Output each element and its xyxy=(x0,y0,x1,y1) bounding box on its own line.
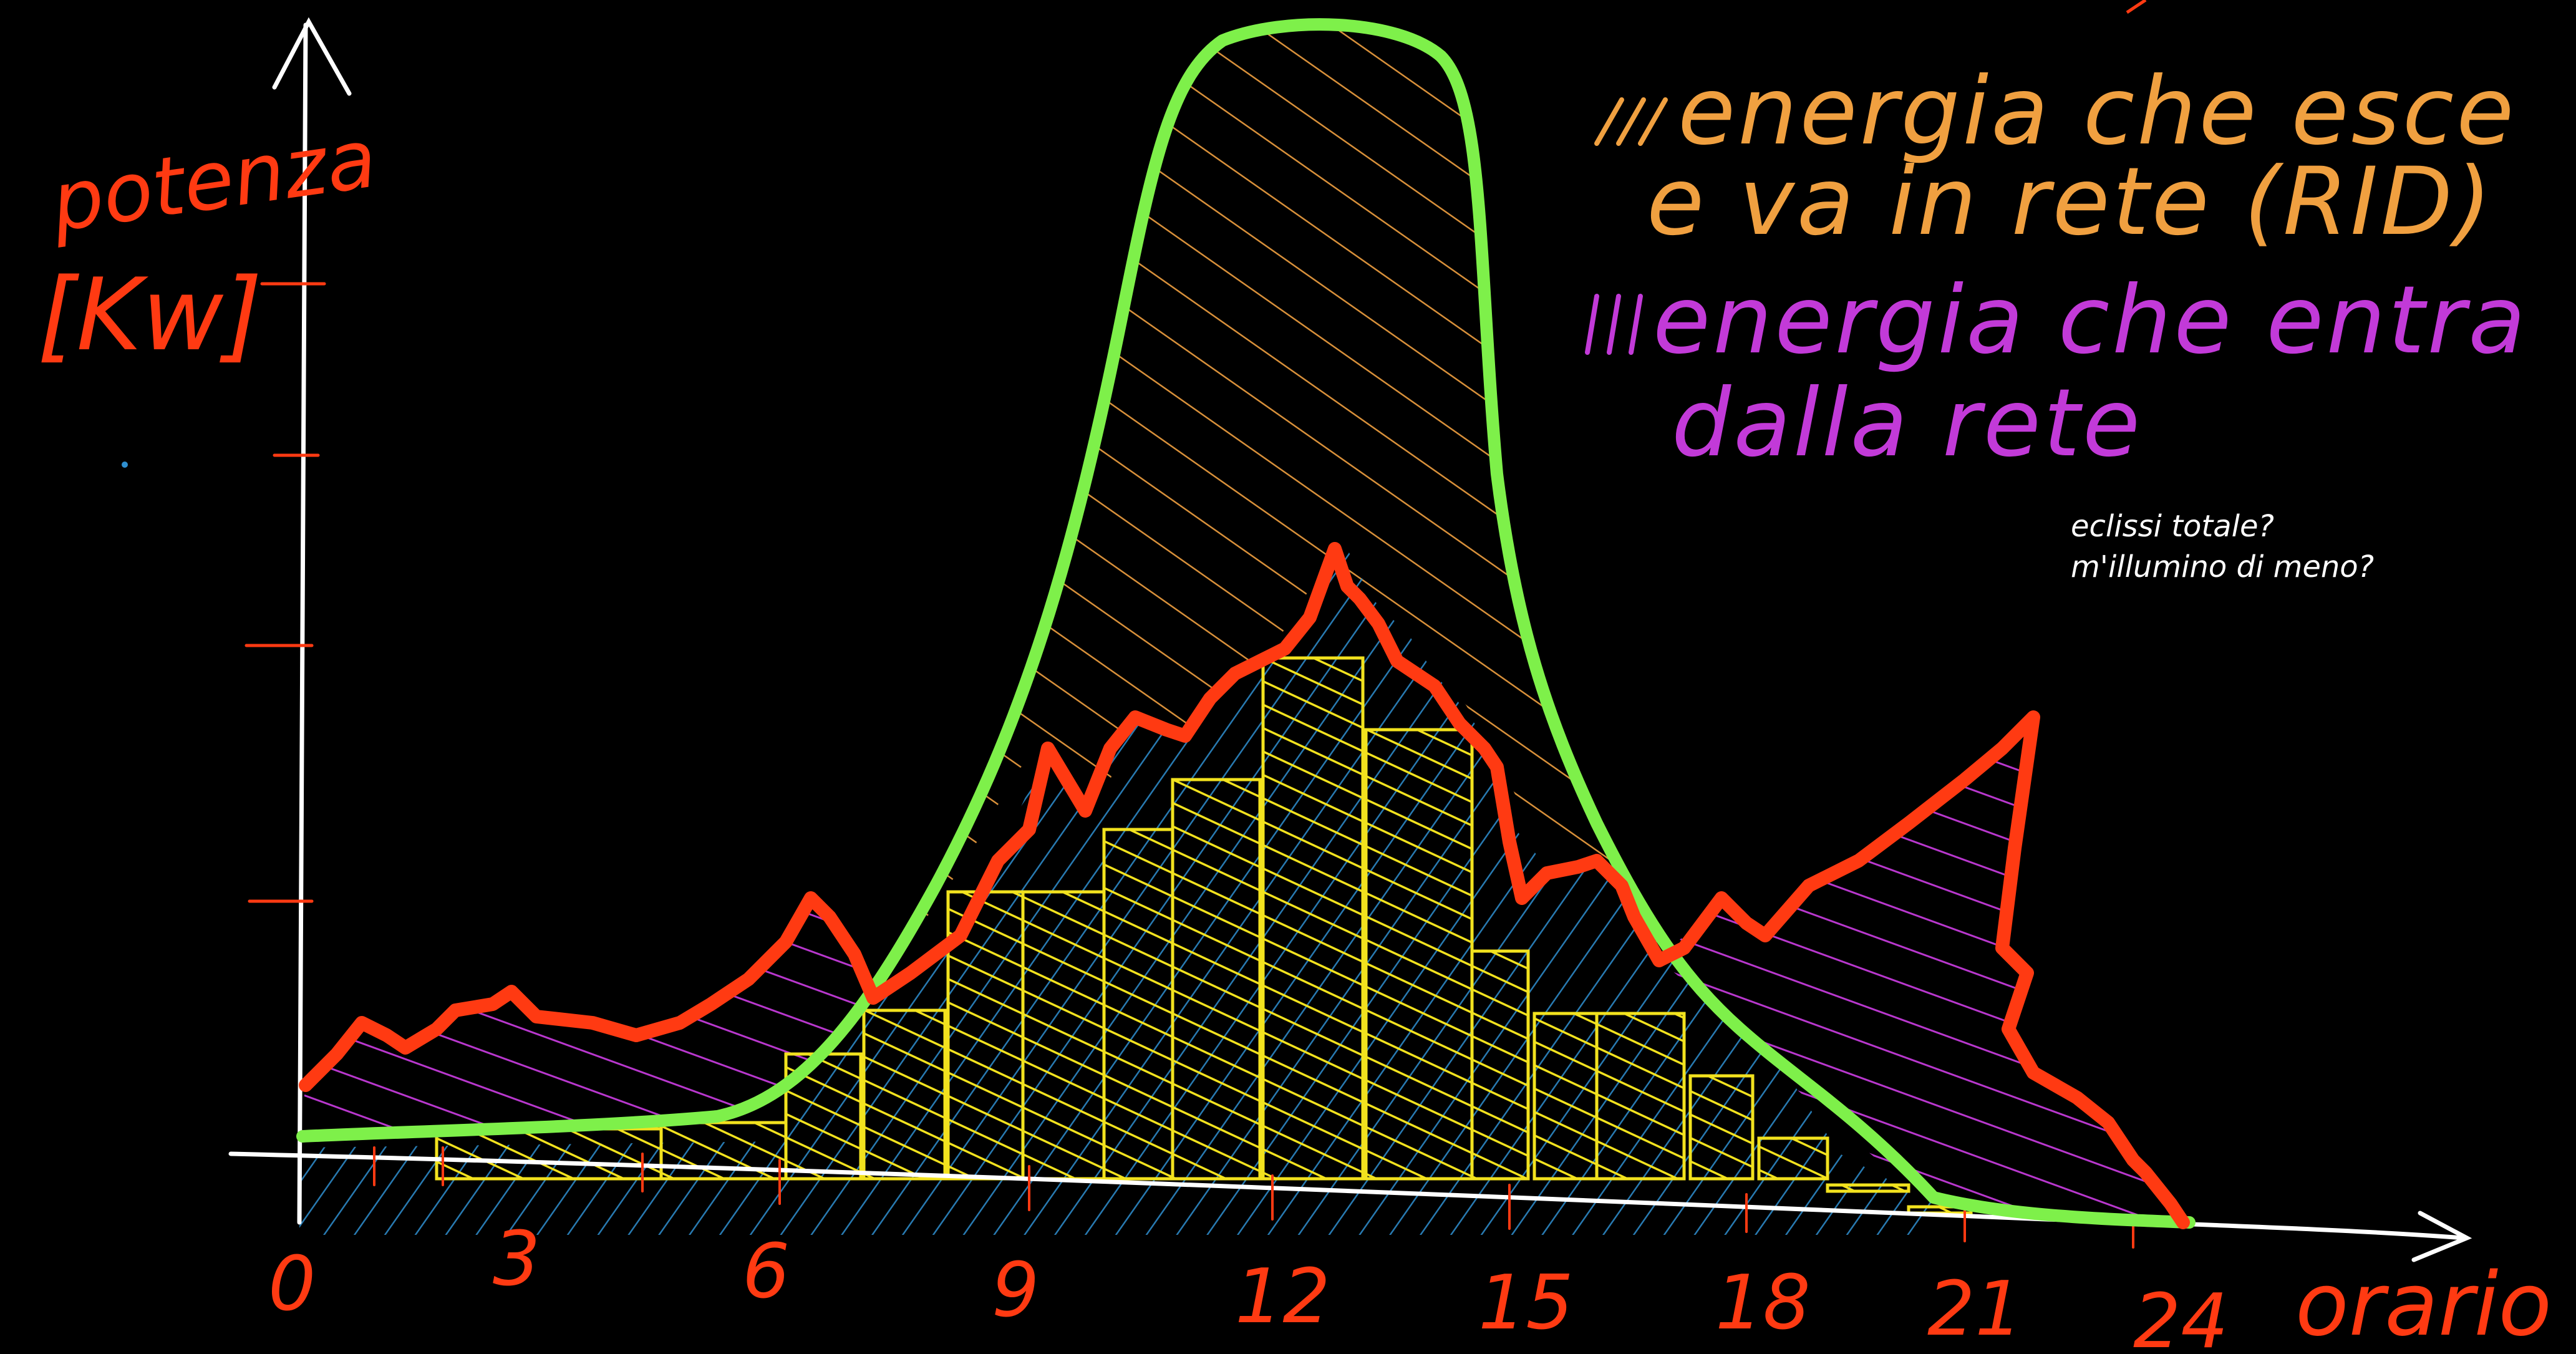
self-consumption-bar xyxy=(1533,1012,1599,1181)
x-axis-line xyxy=(228,1151,2466,1240)
self-consumption-bar xyxy=(1595,1012,1686,1181)
note-line1: eclissi totale? xyxy=(2071,509,2274,544)
axes xyxy=(228,17,2472,1262)
x-tick-label: 0 xyxy=(268,1241,316,1328)
self-consumption-bar xyxy=(435,1127,663,1181)
self-consumption-bar xyxy=(1757,1136,1829,1181)
x-axis-label: orario xyxy=(2295,1254,2552,1354)
self-consumption-bars xyxy=(435,656,1973,1215)
self-consumption-bar xyxy=(862,1008,947,1181)
x-tick-label: 6 xyxy=(742,1229,790,1315)
self-consumption-bar xyxy=(1470,949,1530,1181)
legend-to-grid: energia che esce e va in rete (RID) xyxy=(1594,57,2517,256)
y-axis-ticks xyxy=(245,282,326,903)
production-curve xyxy=(296,18,2196,1229)
x-tick-label: 18 xyxy=(1715,1260,1811,1347)
x-tick-label: 12 xyxy=(1235,1254,1330,1340)
legend-from-grid: energia che entra dalla rete xyxy=(1585,266,2528,478)
x-tick-label: 9 xyxy=(992,1247,1039,1334)
self-consumption-bar xyxy=(1826,1183,1910,1193)
note-line2: m'illumino di meno? xyxy=(2071,549,2374,584)
legend-to-grid-line2: e va in rete (RID) xyxy=(1647,148,2494,256)
x-tick-label: 21 xyxy=(1927,1266,2023,1353)
x-tick-label: 3 xyxy=(493,1216,540,1303)
self-consumption-bar xyxy=(1102,828,1174,1181)
y-axis-arrowhead xyxy=(272,17,352,96)
to-grid-hatch-area xyxy=(873,24,1634,999)
orange-hatch-swatch xyxy=(1594,97,1668,146)
x-tick-label: 15 xyxy=(1478,1260,1574,1347)
y-axis-line xyxy=(297,22,308,1225)
self-consumption-bar xyxy=(1171,778,1262,1181)
from-grid-hatch-right xyxy=(1659,717,2177,1216)
side-notes: eclissi totale? m'illumino di meno? xyxy=(2071,509,2374,584)
x-axis-arrowhead xyxy=(2411,1211,2472,1262)
x-tick-label: 24 xyxy=(2133,1279,2229,1354)
self-consumption-bar xyxy=(1261,656,1365,1181)
y-axis-title: potenza [Kw] xyxy=(37,110,382,373)
self-consumption-bar xyxy=(1364,728,1474,1181)
consumption-curve xyxy=(299,542,2190,1229)
legend-from-grid-line2: dalla rete xyxy=(1672,369,2143,478)
self-consumption-bar xyxy=(1688,1074,1755,1181)
x-axis-tick-labels: 0 3 6 9 12 15 18 21 24 xyxy=(268,1216,2229,1354)
from-grid-hatch-left xyxy=(299,898,873,1136)
legend-from-grid-line1: energia che entra xyxy=(1653,266,2528,375)
y-axis-label-line1: potenza xyxy=(45,110,382,249)
purple-hatch-swatch xyxy=(1585,294,1643,355)
stray-dot xyxy=(122,462,128,468)
y-axis-label-line2: [Kw] xyxy=(37,256,263,373)
legend-to-grid-line1: energia che esce xyxy=(1678,57,2517,166)
stray-stroke xyxy=(2126,0,2147,14)
self-consumption-bar xyxy=(1021,890,1106,1181)
